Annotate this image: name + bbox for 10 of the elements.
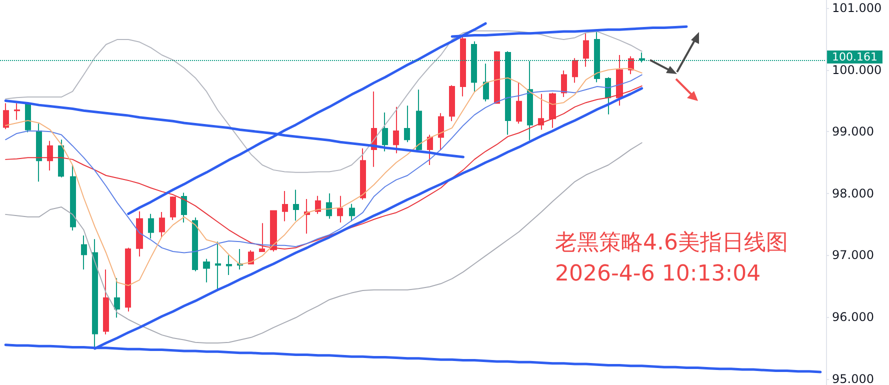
y-tick-label: 99.000 bbox=[832, 124, 874, 139]
y-tick-label: 95.000 bbox=[832, 372, 874, 385]
annotation: 2026-4-6 10:13:04 bbox=[555, 262, 761, 286]
y-tick-label: 101.000 bbox=[832, 1, 882, 16]
annotation: 老黑策略4.6美指日线图 bbox=[555, 230, 788, 256]
y-tick-label: 96.000 bbox=[832, 310, 874, 324]
y-tick-label: 97.000 bbox=[832, 248, 874, 262]
ref-line-label: 100.161 bbox=[832, 50, 878, 64]
y-tick-label: 98.000 bbox=[832, 186, 874, 200]
y-tick-label: 100.000 bbox=[832, 62, 882, 77]
